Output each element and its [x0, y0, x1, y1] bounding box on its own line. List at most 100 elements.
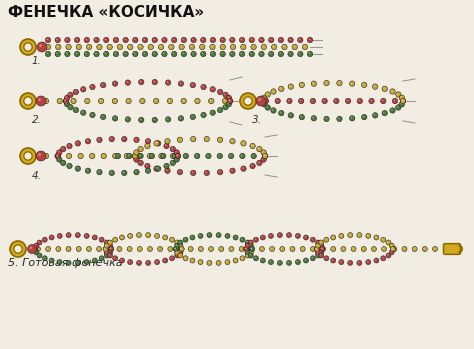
Circle shape [90, 84, 95, 90]
Circle shape [272, 44, 277, 50]
Circle shape [303, 258, 309, 263]
Circle shape [262, 158, 264, 159]
Circle shape [381, 237, 386, 242]
Circle shape [201, 84, 206, 90]
Circle shape [103, 246, 108, 252]
Circle shape [92, 258, 97, 263]
Circle shape [109, 136, 114, 142]
Circle shape [288, 261, 289, 263]
Circle shape [135, 171, 137, 172]
Circle shape [220, 51, 225, 57]
Circle shape [196, 155, 197, 156]
Circle shape [245, 240, 250, 245]
Circle shape [61, 146, 66, 152]
Circle shape [85, 52, 87, 54]
Circle shape [153, 118, 155, 120]
Circle shape [250, 38, 252, 40]
Circle shape [179, 254, 180, 255]
Circle shape [49, 235, 54, 240]
Circle shape [58, 151, 59, 153]
Circle shape [108, 243, 113, 248]
Circle shape [114, 38, 116, 40]
Circle shape [84, 51, 90, 57]
Circle shape [75, 141, 81, 146]
Circle shape [114, 82, 115, 84]
Circle shape [135, 151, 137, 153]
Circle shape [207, 155, 209, 156]
Circle shape [386, 253, 391, 258]
Circle shape [324, 80, 329, 86]
Circle shape [92, 235, 97, 240]
Circle shape [146, 164, 147, 166]
Circle shape [66, 52, 67, 54]
Circle shape [165, 117, 171, 122]
Circle shape [211, 45, 212, 47]
Circle shape [114, 155, 115, 156]
Circle shape [160, 155, 162, 156]
Circle shape [220, 247, 221, 249]
Circle shape [76, 167, 78, 169]
Circle shape [34, 247, 35, 249]
Circle shape [65, 96, 67, 98]
Circle shape [66, 260, 71, 265]
Circle shape [201, 112, 206, 118]
Circle shape [311, 81, 317, 87]
Circle shape [112, 153, 118, 159]
Circle shape [251, 144, 253, 146]
Circle shape [170, 237, 174, 242]
Circle shape [124, 153, 129, 159]
Circle shape [382, 246, 387, 252]
Circle shape [180, 45, 182, 47]
Circle shape [191, 171, 193, 173]
Circle shape [162, 155, 163, 156]
Circle shape [434, 247, 435, 249]
Circle shape [179, 246, 184, 252]
Circle shape [391, 90, 392, 91]
Circle shape [348, 260, 353, 265]
Circle shape [137, 260, 142, 265]
Circle shape [200, 247, 201, 249]
Circle shape [68, 144, 70, 146]
Circle shape [316, 240, 320, 245]
Circle shape [172, 51, 177, 57]
Circle shape [228, 153, 234, 159]
Circle shape [311, 99, 313, 101]
Circle shape [170, 160, 175, 166]
Circle shape [242, 167, 244, 169]
Circle shape [152, 37, 157, 43]
Circle shape [311, 116, 317, 121]
Circle shape [319, 240, 324, 245]
Circle shape [191, 170, 196, 176]
Circle shape [230, 44, 236, 50]
Circle shape [74, 90, 76, 92]
Circle shape [153, 38, 155, 40]
Circle shape [191, 236, 192, 237]
Circle shape [84, 37, 90, 43]
Circle shape [401, 99, 403, 101]
Circle shape [250, 143, 255, 149]
Circle shape [158, 44, 164, 50]
Circle shape [362, 82, 367, 88]
Circle shape [169, 247, 170, 249]
Circle shape [311, 247, 313, 249]
Circle shape [219, 90, 220, 92]
Circle shape [317, 254, 318, 255]
Circle shape [123, 37, 128, 43]
Circle shape [252, 45, 254, 47]
Circle shape [128, 260, 133, 265]
Circle shape [174, 150, 179, 155]
Circle shape [153, 52, 155, 54]
Circle shape [221, 52, 223, 54]
Circle shape [118, 45, 120, 47]
Circle shape [210, 44, 215, 50]
Circle shape [58, 261, 60, 262]
Circle shape [245, 247, 246, 249]
Circle shape [79, 155, 81, 156]
Circle shape [140, 98, 145, 104]
Circle shape [127, 246, 132, 252]
Circle shape [176, 254, 177, 255]
Circle shape [113, 99, 115, 101]
Circle shape [320, 244, 321, 246]
Circle shape [190, 235, 195, 240]
Circle shape [90, 112, 95, 118]
